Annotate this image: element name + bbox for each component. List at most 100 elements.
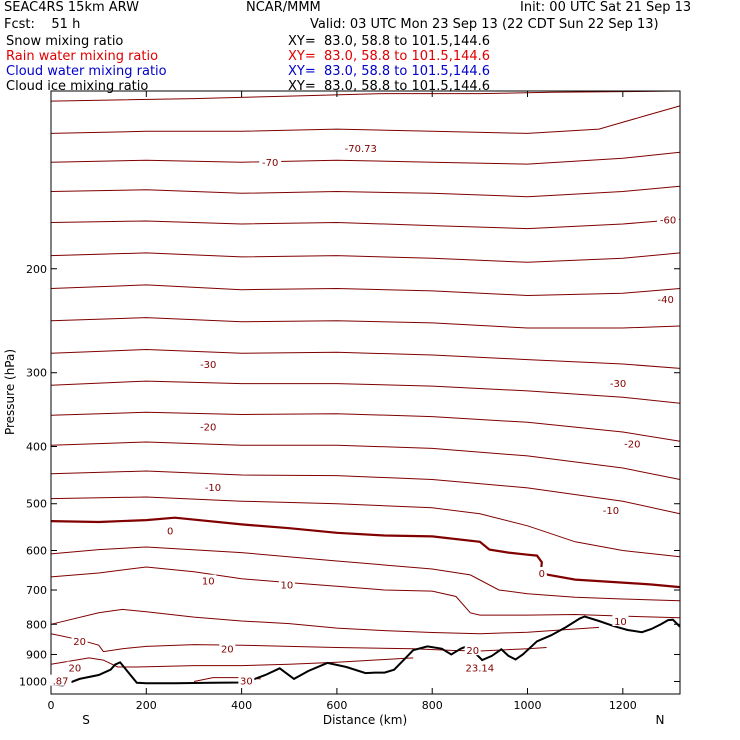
x-tick-label: 1000 — [514, 699, 542, 712]
org-label: NCAR/MMM — [246, 0, 321, 15]
contour-labels: -70 -70.73 -60 -40 -30 -30 -20 -20 -10 -10 0 0 10 10 1… — [49, 142, 680, 688]
field-xy-cloud-water: XY= 83.0, 58.8 to 101.5,144.6 — [288, 64, 491, 79]
contour-label: 10 — [614, 617, 627, 628]
contour-label-bg — [657, 213, 680, 225]
isotherm-line — [50, 185, 681, 198]
isotherm-line — [50, 348, 681, 369]
contour-label-bg — [200, 574, 217, 586]
contour-label-bg — [66, 661, 83, 673]
contour-label: -20 — [200, 423, 216, 434]
init-time: Init: 00 UTC Sat 21 Sep 13 — [520, 0, 692, 15]
contour-label-bg — [536, 566, 547, 578]
isotherm-line — [50, 284, 681, 297]
contour-label: -10 — [603, 506, 619, 517]
field-xy-snow: XY= 83.0, 58.8 to 101.5,144.6 — [288, 34, 491, 49]
contour-label: 10 — [281, 580, 294, 591]
isotherm-line — [50, 546, 681, 602]
x-axis-label: Distance (km) — [323, 713, 407, 727]
contour-label-bg — [621, 437, 644, 449]
y-tick-label: 1000 — [19, 675, 47, 688]
isotherm-line — [50, 317, 681, 329]
contour-label: -70 — [262, 158, 278, 169]
contour-label: 30 — [240, 677, 253, 688]
contour-label: 0 — [539, 569, 545, 580]
contour-label: -60 — [660, 215, 676, 226]
isotherm-line — [50, 470, 681, 515]
contour-label: -20 — [624, 439, 640, 450]
x-tick-label: 800 — [422, 699, 443, 712]
contour-label: 0 — [167, 526, 173, 537]
y-tick-label: 500 — [26, 498, 47, 511]
x-tick-label: 0 — [48, 699, 55, 712]
field-name-cloud-water: Cloud water mixing ratio — [6, 64, 167, 79]
endpoint-north: N — [656, 713, 665, 727]
terrain-profile — [50, 615, 681, 687]
contour-label: 23.14 — [466, 664, 495, 675]
x-tick-label: 1200 — [609, 699, 637, 712]
contour-label-bg — [599, 503, 622, 515]
model-title: SEAC4RS 15km ARW — [4, 0, 140, 15]
isotherm-line — [50, 657, 414, 668]
contour-label-bg — [278, 578, 295, 590]
y-tick-label: 400 — [26, 441, 47, 454]
isotherm-line — [50, 90, 681, 102]
isotherm-line — [50, 411, 681, 442]
field-name-snow: Snow mixing ratio — [6, 34, 124, 49]
y-tick-label: 600 — [26, 544, 47, 557]
contour-label-bg — [219, 642, 236, 654]
contour-label-bg — [202, 480, 225, 492]
field-xy-rain: XY= 83.0, 58.8 to 101.5,144.6 — [288, 49, 491, 64]
terrain-line — [50, 615, 681, 687]
contour-label-bg — [165, 524, 176, 536]
isotherm-line — [50, 252, 681, 263]
contour-label: -30 — [610, 379, 626, 390]
contour-label: 20 — [221, 645, 234, 656]
contour-label: -30 — [200, 360, 216, 371]
isotherm-line — [50, 608, 600, 635]
isotherm-line — [50, 566, 681, 619]
y-tick-label: 900 — [26, 648, 47, 661]
contour-label: 20 — [68, 664, 81, 675]
contour-label: .87 — [53, 677, 69, 688]
valid-time: Valid: 03 UTC Mon 23 Sep 13 (22 CDT Sun … — [310, 17, 659, 32]
contour-label-bg — [197, 358, 220, 370]
isotherm-line — [50, 151, 681, 165]
isotherm-contours — [50, 90, 681, 682]
y-tick-label: 700 — [26, 584, 47, 597]
y-tick-label: 800 — [26, 618, 47, 631]
plot-frame — [50, 90, 681, 695]
contour-label-bg — [259, 156, 282, 168]
contour-label: 20 — [73, 637, 86, 648]
forecast-hour: Fcst: 51 h — [4, 17, 81, 32]
isotherm-line — [50, 105, 681, 134]
contour-label-bg — [340, 142, 381, 154]
y-tick-label: 200 — [26, 263, 47, 276]
isotherm-line — [50, 496, 681, 558]
contour-label: -70.73 — [345, 144, 377, 155]
contour-label-bg — [612, 615, 629, 627]
field-name-rain: Rain water mixing ratio — [6, 49, 159, 64]
zero-isotherm-line — [50, 516, 681, 589]
contour-label: -40 — [658, 295, 674, 306]
contour-label-bg — [607, 376, 630, 388]
isotherm-line — [50, 441, 681, 480]
contour-label-bg — [462, 661, 497, 673]
x-tick-label: 200 — [136, 699, 157, 712]
contour-label: 20 — [466, 646, 479, 657]
contour-label-bg — [464, 644, 481, 656]
contour-label-bg — [197, 420, 220, 432]
contour-label: -10 — [205, 483, 221, 494]
contour-label-bg — [654, 292, 677, 304]
contour-label-bg — [71, 635, 88, 647]
isotherm-line — [50, 218, 681, 230]
contour-label-bg — [49, 674, 72, 686]
contour-label: 10 — [202, 577, 215, 588]
isotherm-line — [50, 380, 681, 404]
x-tick-label: 600 — [326, 699, 347, 712]
contour-label-bg — [238, 674, 255, 686]
x-axis-ticks: 0 200 400 600 800 1000 1200 — [48, 91, 637, 712]
field-xy-cloud-ice: XY= 83.0, 58.8 to 101.5,144.6 — [288, 79, 491, 94]
field-name-cloud-ice: Cloud ice mixing ratio — [6, 79, 149, 94]
x-tick-label: 400 — [231, 699, 252, 712]
